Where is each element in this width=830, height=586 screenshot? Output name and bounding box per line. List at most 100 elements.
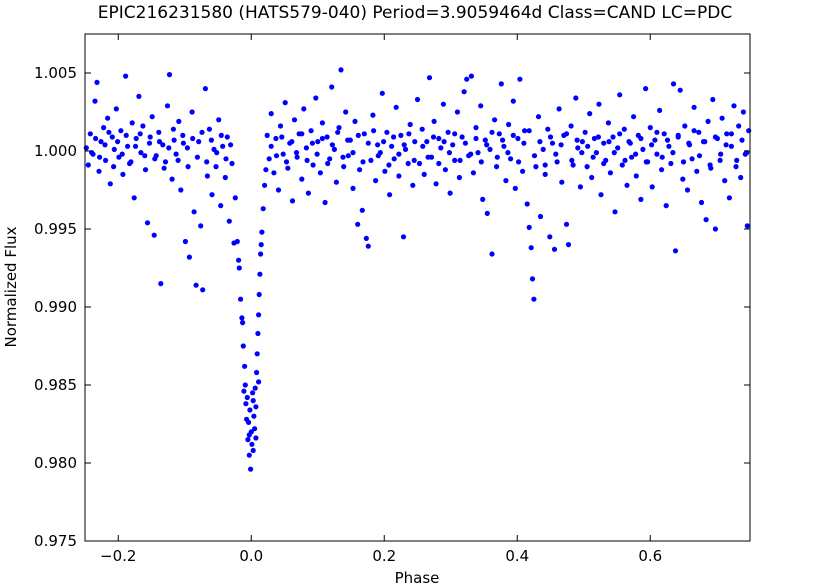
data-point <box>740 109 747 115</box>
data-point <box>424 139 430 145</box>
data-point <box>357 167 363 173</box>
data-point <box>386 162 392 168</box>
data-point <box>87 131 93 137</box>
data-point <box>482 137 488 143</box>
data-point <box>718 151 724 157</box>
data-point <box>654 151 660 157</box>
data-point <box>355 221 361 227</box>
data-point <box>382 168 388 174</box>
data-point <box>654 129 660 135</box>
data-point <box>612 209 618 215</box>
data-point <box>649 184 655 190</box>
data-point <box>123 132 129 138</box>
data-point <box>341 164 347 170</box>
data-point <box>250 390 256 396</box>
data-point <box>246 419 252 425</box>
data-point <box>607 170 614 176</box>
data-point <box>329 142 335 148</box>
data-point <box>680 159 687 165</box>
data-point <box>350 185 356 191</box>
data-point <box>393 104 399 110</box>
data-point <box>191 209 197 215</box>
data-point <box>236 257 242 263</box>
data-point <box>468 73 474 79</box>
data-point <box>501 143 507 149</box>
data-point <box>319 120 325 126</box>
data-point <box>601 160 607 167</box>
data-point <box>689 156 695 162</box>
data-point <box>446 150 452 156</box>
data-point <box>118 128 124 134</box>
data-point <box>136 93 142 99</box>
x-axis-ticks: −0.2 0.0 0.2 0.4 0.6 <box>100 34 662 565</box>
data-point <box>526 224 532 230</box>
data-point <box>365 140 371 146</box>
data-point <box>570 162 576 168</box>
data-point <box>425 154 431 160</box>
data-point <box>736 123 742 129</box>
data-point <box>228 142 234 148</box>
data-point <box>140 123 146 129</box>
data-point <box>263 167 269 173</box>
data-point <box>322 199 328 206</box>
data-point <box>643 86 649 92</box>
data-point <box>256 291 262 298</box>
data-point <box>459 134 465 140</box>
data-point <box>255 330 261 337</box>
data-point <box>113 106 119 112</box>
data-point <box>331 146 337 152</box>
data-point <box>717 157 723 163</box>
data-point <box>672 248 679 254</box>
data-point <box>411 157 417 163</box>
data-point <box>419 126 425 132</box>
data-point <box>375 142 381 148</box>
data-point <box>185 164 191 170</box>
data-point <box>468 151 474 157</box>
data-point <box>313 95 319 101</box>
data-point <box>601 140 607 146</box>
data-point <box>563 131 570 137</box>
data-point <box>591 135 598 142</box>
data-point <box>240 320 246 326</box>
x-tick-label: 0.2 <box>372 547 396 565</box>
data-point <box>173 151 179 157</box>
data-point <box>115 139 121 145</box>
data-point <box>375 153 381 159</box>
data-point <box>722 178 728 184</box>
data-point <box>643 159 649 165</box>
data-point <box>661 131 667 137</box>
data-point <box>271 170 277 176</box>
data-point <box>606 139 612 145</box>
data-point <box>559 179 565 185</box>
y-axis-ticks: 0.975 0.980 0.985 0.990 0.995 1.000 1.005 <box>34 64 750 550</box>
data-point <box>728 143 735 149</box>
data-point <box>257 271 263 277</box>
data-point <box>684 187 691 193</box>
data-point <box>111 164 117 170</box>
data-point <box>152 156 158 162</box>
data-point <box>196 139 202 145</box>
data-point <box>568 123 574 129</box>
data-point <box>379 90 385 96</box>
data-point <box>596 101 602 107</box>
data-point <box>258 251 264 257</box>
data-point <box>677 87 683 93</box>
data-point <box>343 109 349 115</box>
data-point <box>652 137 658 143</box>
data-point <box>649 142 655 148</box>
data-point <box>627 140 633 146</box>
data-point <box>186 254 192 260</box>
data-point <box>111 146 117 152</box>
data-point <box>268 111 274 117</box>
data-point <box>412 139 418 145</box>
data-point <box>617 131 623 137</box>
data-point <box>128 159 134 165</box>
data-point <box>368 157 374 163</box>
y-tick-label: 0.990 <box>34 298 77 316</box>
data-point <box>194 154 200 160</box>
data-point <box>299 176 305 182</box>
data-point <box>574 137 580 143</box>
data-point <box>314 151 320 157</box>
data-point <box>359 207 365 213</box>
data-point <box>137 131 143 137</box>
